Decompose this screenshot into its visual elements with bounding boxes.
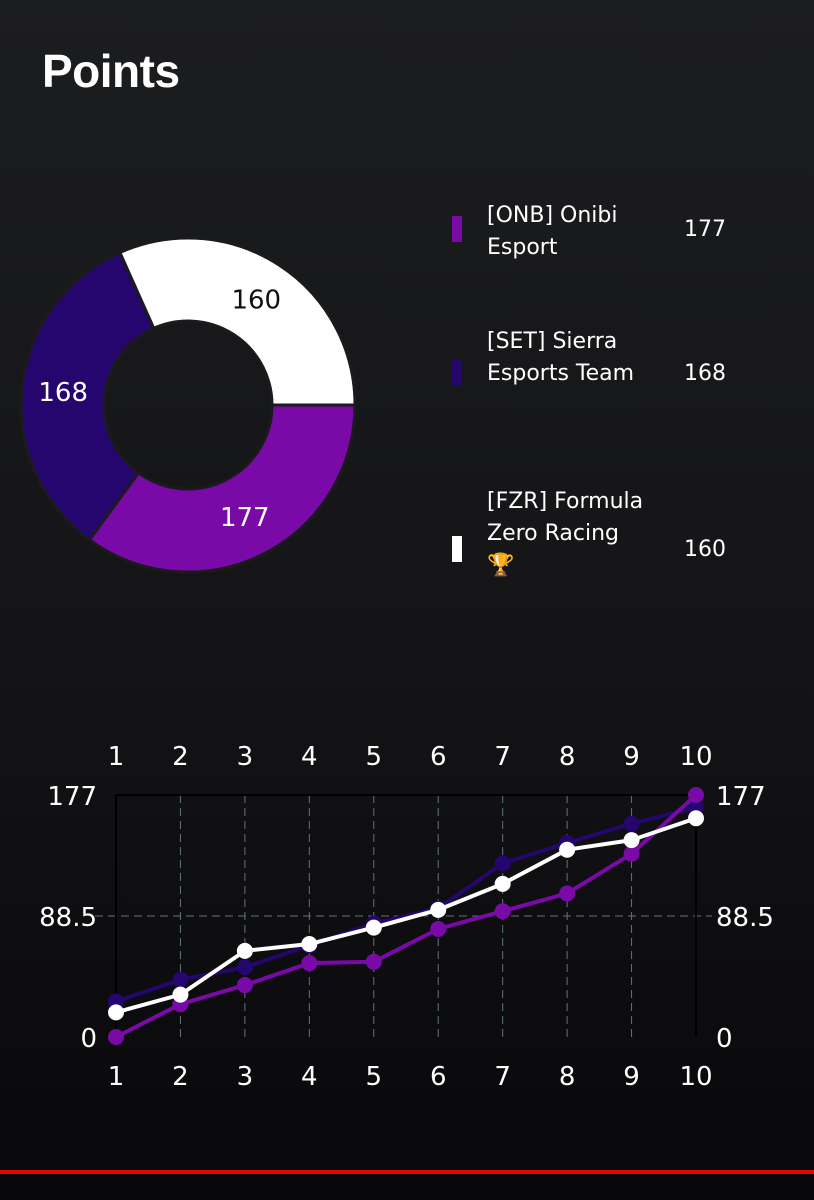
y-tick-label-left: 88.5 (39, 903, 97, 933)
page-title: Points (42, 45, 180, 97)
donut-label-set: 168 (38, 378, 88, 408)
data-point-fzr (688, 810, 704, 827)
series-line-set (115, 805, 697, 1004)
data-point-onb (688, 787, 704, 803)
data-point-onb (365, 953, 382, 970)
data-point-fzr (559, 841, 576, 858)
data-point-fzr (494, 875, 511, 892)
data-point-onb (108, 1029, 124, 1045)
x-tick-label-top: 4 (301, 742, 318, 772)
donut-chart: 177 168 160 (19, 236, 357, 574)
data-point-fzr (365, 919, 382, 936)
x-tick-label-bottom: 4 (301, 1062, 318, 1092)
x-tick-label-bottom: 2 (172, 1062, 189, 1092)
data-point-fzr (236, 942, 253, 959)
x-tick-label-top: 9 (623, 742, 640, 772)
donut-slice-fzr (117, 236, 357, 407)
data-point-onb (236, 977, 253, 994)
data-point-onb (494, 903, 511, 920)
data-point-set (236, 959, 253, 976)
x-tick-label-top: 10 (679, 742, 712, 772)
x-tick-label-top: 6 (430, 742, 447, 772)
x-tick-label-bottom: 7 (494, 1062, 511, 1092)
y-tick-label-right: 0 (716, 1024, 733, 1054)
x-tick-label-top: 3 (237, 742, 254, 772)
legend-value-set: 168 (684, 361, 726, 386)
legend-name-onb: [ONB] Onibi Esport (487, 203, 618, 260)
legend-name-set: [SET] Sierra Esports Team (487, 329, 635, 386)
legend-swatch-set (452, 360, 462, 386)
series-line-fzr (115, 816, 697, 1015)
donut-slice-set (19, 250, 156, 542)
series-line-onb (115, 793, 698, 1039)
data-point-fzr (172, 986, 189, 1003)
legend-name-fzr: [FZR] Formula Zero Racing 🏆 (487, 486, 657, 582)
y-tick-label-right: 88.5 (716, 903, 774, 933)
donut-label-onb: 177 (220, 503, 270, 533)
legend-value-fzr: 160 (684, 537, 726, 562)
legend-value-onb: 177 (684, 217, 726, 242)
data-point-set (623, 815, 640, 832)
x-tick-label-top: 5 (366, 742, 383, 772)
x-tick-label-top: 2 (172, 742, 189, 772)
donut-slice-onb (87, 403, 357, 574)
data-point-fzr (430, 901, 447, 918)
donut-label-fzr: 160 (231, 286, 281, 316)
legend-swatch-fzr (452, 536, 462, 562)
data-point-fzr (108, 1004, 124, 1021)
x-tick-label-bottom: 10 (679, 1062, 712, 1092)
data-point-onb (430, 920, 447, 937)
data-point-set (172, 971, 189, 988)
x-tick-label-top: 8 (559, 742, 576, 772)
x-tick-label-top: 7 (494, 742, 511, 772)
x-tick-label-bottom: 3 (237, 1062, 254, 1092)
x-tick-label-bottom: 1 (108, 1062, 125, 1092)
x-tick-label-bottom: 9 (623, 1062, 640, 1092)
data-point-fzr (623, 832, 640, 849)
x-tick-label-bottom: 6 (430, 1062, 447, 1092)
trophy-icon: 🏆 (487, 553, 515, 578)
data-point-fzr (301, 936, 318, 953)
data-point-onb (623, 845, 640, 862)
data-point-onb (301, 955, 318, 972)
x-tick-label-bottom: 5 (366, 1062, 383, 1092)
x-tick-label-top: 1 (108, 742, 125, 772)
y-tick-label-left: 0 (80, 1024, 97, 1054)
data-point-set (688, 799, 704, 816)
data-point-set (494, 855, 511, 872)
y-tick-label-left: 177 (47, 782, 97, 812)
legend-name-fzr-text: [FZR] Formula Zero Racing (487, 489, 644, 546)
y-tick-label-right: 177 (716, 782, 766, 812)
bottom-accent-line (0, 1170, 814, 1174)
x-tick-label-bottom: 8 (559, 1062, 576, 1092)
data-point-onb (559, 885, 576, 902)
data-point-set (108, 993, 124, 1010)
legend-swatch-onb (452, 216, 462, 242)
